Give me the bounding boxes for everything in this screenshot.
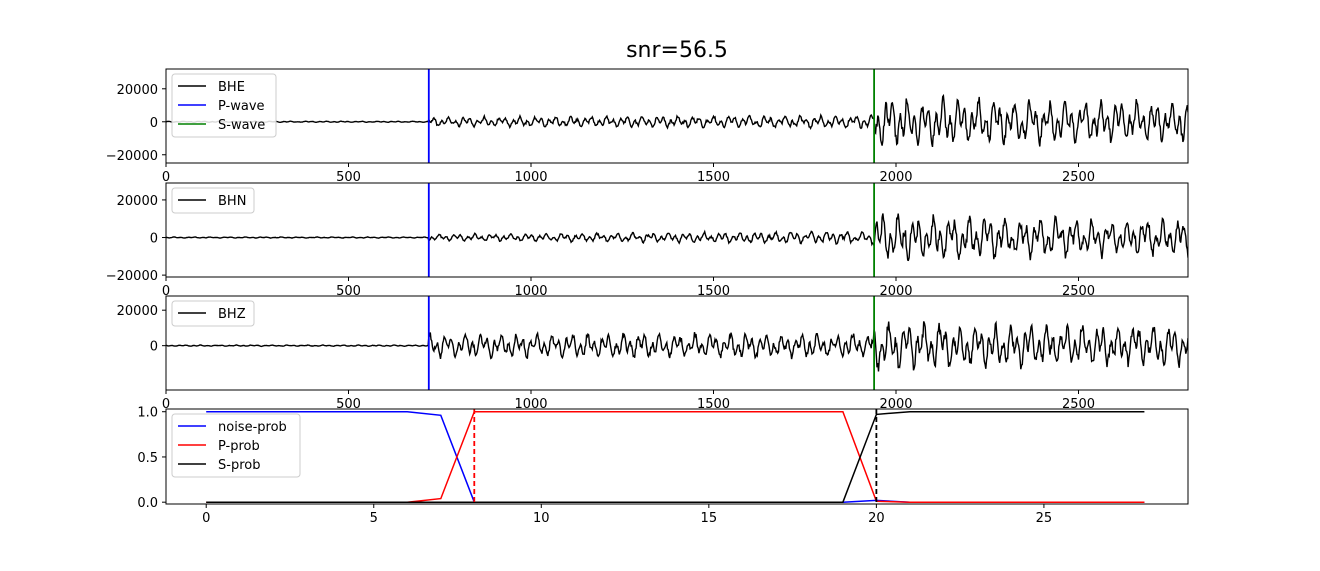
plot-area <box>166 183 1188 277</box>
y-tick-label: 0.0 <box>137 496 158 511</box>
x-tick-label: 10 <box>533 511 550 526</box>
x-tick-label: 1500 <box>697 170 730 185</box>
series-BHZ <box>166 320 1188 372</box>
x-tick-label: 2000 <box>879 397 912 412</box>
subplot-1: 0 500 1000 1500 2000 2500 −20000 0 20000 BHE P-wav… <box>106 68 1189 185</box>
x-tick-label: 1500 <box>697 397 730 412</box>
x-tick-label: 0 <box>162 284 170 299</box>
subplot-4: 0 5 10 15 20 25 0.0 0.5 1.0 noise-prob P-prob S-pro… <box>137 406 1189 526</box>
y-tick-label: 0 <box>150 116 158 131</box>
x-tick-label: 5 <box>370 511 378 526</box>
x-tick-label: 1500 <box>697 284 730 299</box>
series-BHN <box>166 213 1188 262</box>
legend: BHN <box>171 187 255 214</box>
legend-label: P-prob <box>218 439 260 454</box>
legend-label: P-wave <box>218 99 265 114</box>
series-P-prob <box>206 410 1145 503</box>
y-tick-label: 0 <box>150 340 158 355</box>
x-tick-label: 2000 <box>879 284 912 299</box>
x-tick-label: 2500 <box>1062 284 1095 299</box>
x-tick-label: 1000 <box>514 397 547 412</box>
x-tick-label: 500 <box>336 284 361 299</box>
plot-area <box>166 69 1188 163</box>
legend-box <box>171 300 255 327</box>
plot-area <box>206 409 1145 504</box>
legend-box <box>171 73 277 138</box>
legend-label: BHE <box>218 80 245 95</box>
x-tick-label: 500 <box>336 397 361 412</box>
y-tick-label: 20000 <box>117 194 158 209</box>
legend-box <box>171 413 301 478</box>
y-tick-label: 0.5 <box>137 451 158 466</box>
legend-label: noise-prob <box>218 420 287 435</box>
y-tick-label: 20000 <box>117 83 158 98</box>
axes-frame <box>165 182 1189 278</box>
figure-title: snr=56.5 <box>626 38 728 63</box>
y-tick-label: −20000 <box>106 149 158 164</box>
x-tick-label: 0 <box>162 170 170 185</box>
x-tick-label: 1000 <box>514 170 547 185</box>
axes-frame <box>165 408 1189 505</box>
axes-frame <box>165 68 1189 164</box>
x-tick-label: 20 <box>868 511 885 526</box>
legend: BHZ <box>171 300 255 327</box>
y-tick-label: 1.0 <box>137 406 158 421</box>
x-tick-label: 500 <box>336 170 361 185</box>
x-tick-label: 25 <box>1036 511 1053 526</box>
x-tick-label: 2500 <box>1062 170 1095 185</box>
series-noise-prob <box>206 410 1145 503</box>
series-BHE <box>166 93 1188 148</box>
x-tick-label: 2000 <box>879 170 912 185</box>
legend-label: BHN <box>218 194 246 209</box>
axes-frame <box>165 295 1189 391</box>
y-tick-label: −20000 <box>106 269 158 284</box>
series-S-prob <box>206 410 1145 503</box>
legend-label: S-wave <box>218 118 265 133</box>
legend-label: BHZ <box>218 307 246 322</box>
x-tick-label: 15 <box>701 511 718 526</box>
legend-box <box>171 187 255 214</box>
x-tick-label: 0 <box>202 511 210 526</box>
x-tick-label: 1000 <box>514 284 547 299</box>
subplot-2: 0 500 1000 1500 2000 2500 −20000 0 20000 BHN <box>106 182 1189 299</box>
x-tick-label: 2500 <box>1062 397 1095 412</box>
subplot-3: 0 500 1000 1500 2000 2500 0 20000 BHZ <box>117 295 1189 412</box>
legend: noise-prob P-prob S-prob <box>171 413 301 478</box>
x-tick-label: 0 <box>162 397 170 412</box>
plot-area <box>166 296 1188 390</box>
legend: BHE P-wave S-wave <box>171 73 277 138</box>
y-tick-label: 20000 <box>117 304 158 319</box>
y-tick-label: 0 <box>150 232 158 247</box>
legend-label: S-prob <box>218 458 260 473</box>
